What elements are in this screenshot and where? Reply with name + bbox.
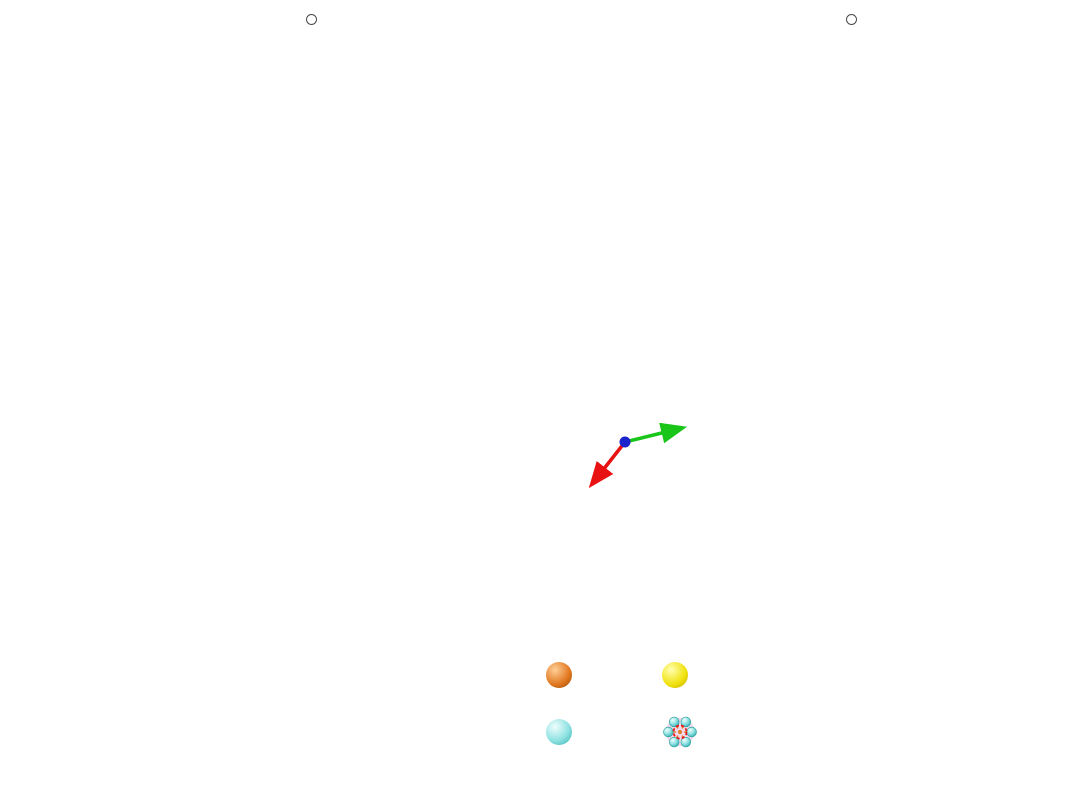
axis-triad: [588, 422, 688, 489]
phase3-tick-symbol: [850, 123, 852, 136]
oh-sphere-icon: [546, 719, 572, 745]
xrd-legend-a: [294, 8, 328, 162]
y-axis-arrow: [624, 422, 688, 444]
panel-c: [0, 398, 540, 787]
occupancy-bar-chart: [0, 398, 540, 787]
obs-circle-symbol: [305, 13, 317, 25]
panel-a: [0, 0, 540, 398]
phase1-tick-symbol: [310, 79, 312, 92]
legend-row-phase2-a: [294, 96, 328, 118]
legend-row-calc-a: [294, 30, 328, 52]
legend-item-vmg: [662, 714, 812, 750]
legend-row-diff-b: [834, 52, 868, 74]
diff-line-symbol: [840, 62, 862, 64]
legend-row-phase3-b: [834, 118, 868, 140]
rwp-row-a: [294, 140, 328, 162]
structure-legend: [546, 662, 812, 750]
phase2-tick-symbol: [850, 101, 852, 114]
rwp-row-b: [834, 140, 868, 162]
legend-row-obs-b: [834, 8, 868, 30]
z-axis-dot: [619, 436, 631, 448]
legend-item-y: [662, 662, 812, 688]
panel-b: [540, 0, 1080, 398]
calc-line-symbol: [300, 40, 322, 42]
legend-row-diff-a: [294, 52, 328, 74]
phase2-tick-symbol: [310, 101, 312, 114]
legend-row-phase2-b: [834, 96, 868, 118]
calc-line-symbol: [840, 40, 862, 42]
phase3-tick-symbol: [310, 123, 312, 136]
obs-circle-symbol: [845, 13, 857, 25]
y-sphere-icon: [662, 662, 688, 688]
legend-row-phase3-a: [294, 118, 328, 140]
phase1-tick-symbol: [850, 79, 852, 92]
xrd-chart-fc520: [540, 0, 1080, 398]
legend-row-obs-a: [294, 8, 328, 30]
legend-row-calc-b: [834, 30, 868, 52]
vmg-vacancy-icon: [663, 716, 697, 748]
x-axis-arrow: [588, 440, 627, 489]
legend-row-phase1-b: [834, 74, 868, 96]
mg-sphere-icon: [546, 662, 572, 688]
legend-item-mg: [546, 662, 662, 688]
legend-row-phase1-a: [294, 74, 328, 96]
legend-item-oh: [546, 714, 662, 750]
diff-line-symbol: [300, 62, 322, 64]
panel-d: [540, 398, 1080, 787]
xrd-chart-wc520: [0, 0, 540, 398]
xrd-legend-b: [834, 8, 868, 162]
